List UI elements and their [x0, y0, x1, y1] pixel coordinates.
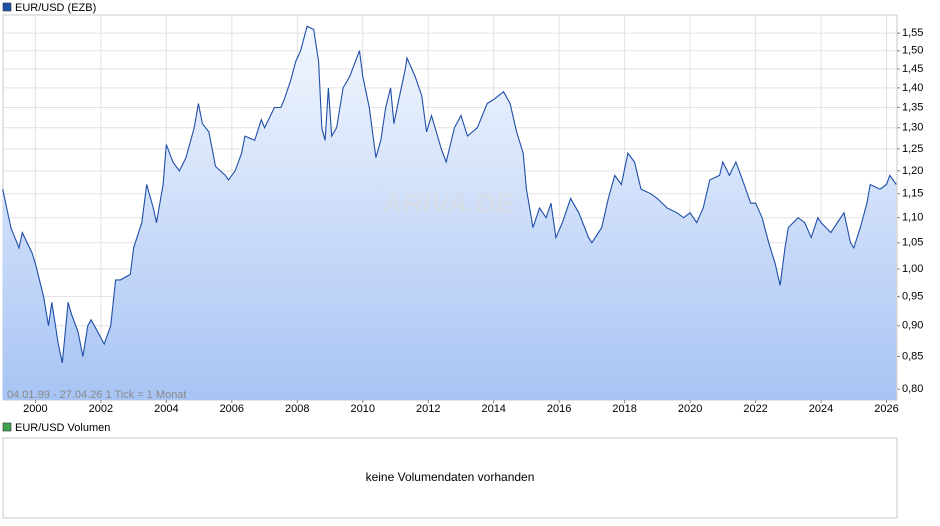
- legend-label: EUR/USD (EZB): [15, 2, 96, 14]
- volume-legend-swatch: [2, 422, 12, 432]
- x-tick-label: 2018: [612, 403, 636, 415]
- x-tick-label: 2012: [416, 403, 440, 415]
- y-tick-label: 1,40: [902, 82, 923, 94]
- y-tick-label: 1,10: [902, 212, 923, 224]
- y-tick-label: 1,55: [902, 27, 923, 39]
- legend-swatch: [2, 2, 12, 12]
- y-tick-label: 1,50: [902, 45, 923, 57]
- line: [2, 25, 897, 364]
- x-tick-label: 2020: [678, 403, 702, 415]
- y-tick-label: 1,30: [902, 122, 923, 134]
- x-tick-label: 2026: [874, 403, 898, 415]
- x-tick-label: 2022: [743, 403, 767, 415]
- x-tick-label: 2010: [351, 403, 375, 415]
- annotation: 04.01.99 - 27.04.26 1 Tick = 1 Monat: [7, 389, 186, 401]
- y-tick-label: 0,85: [902, 350, 923, 362]
- x-tick-label: 2024: [809, 403, 833, 415]
- y-tick-label: 1,45: [902, 63, 923, 75]
- x-tick-label: 2000: [23, 403, 47, 415]
- volume-frame: [2, 437, 898, 519]
- x-tick-label: 2004: [154, 403, 178, 415]
- x-tick-label: 2014: [481, 403, 505, 415]
- x-tick-label: 2008: [285, 403, 309, 415]
- area: [2, 26, 897, 400]
- volume-legend: EUR/USD Volumen: [15, 422, 110, 434]
- y-tick-label: 1,25: [902, 143, 923, 155]
- x-tick-label: 2016: [547, 403, 571, 415]
- y-tick-label: 0,80: [902, 383, 923, 395]
- x-tick-label: 2006: [220, 403, 244, 415]
- y-tick-label: 1,15: [902, 188, 923, 200]
- y-tick-label: 0,95: [902, 291, 923, 303]
- x-tick-label: 2002: [89, 403, 113, 415]
- watermark: ARIVA.DE: [381, 187, 515, 218]
- y-tick-label: 1,20: [902, 165, 923, 177]
- y-tick-label: 1,35: [902, 101, 923, 113]
- y-tick-label: 1,00: [902, 263, 923, 275]
- y-tick-label: 1,05: [902, 237, 923, 249]
- volume-message: keine Volumendaten vorhanden: [366, 470, 535, 484]
- y-tick-label: 0,90: [902, 320, 923, 332]
